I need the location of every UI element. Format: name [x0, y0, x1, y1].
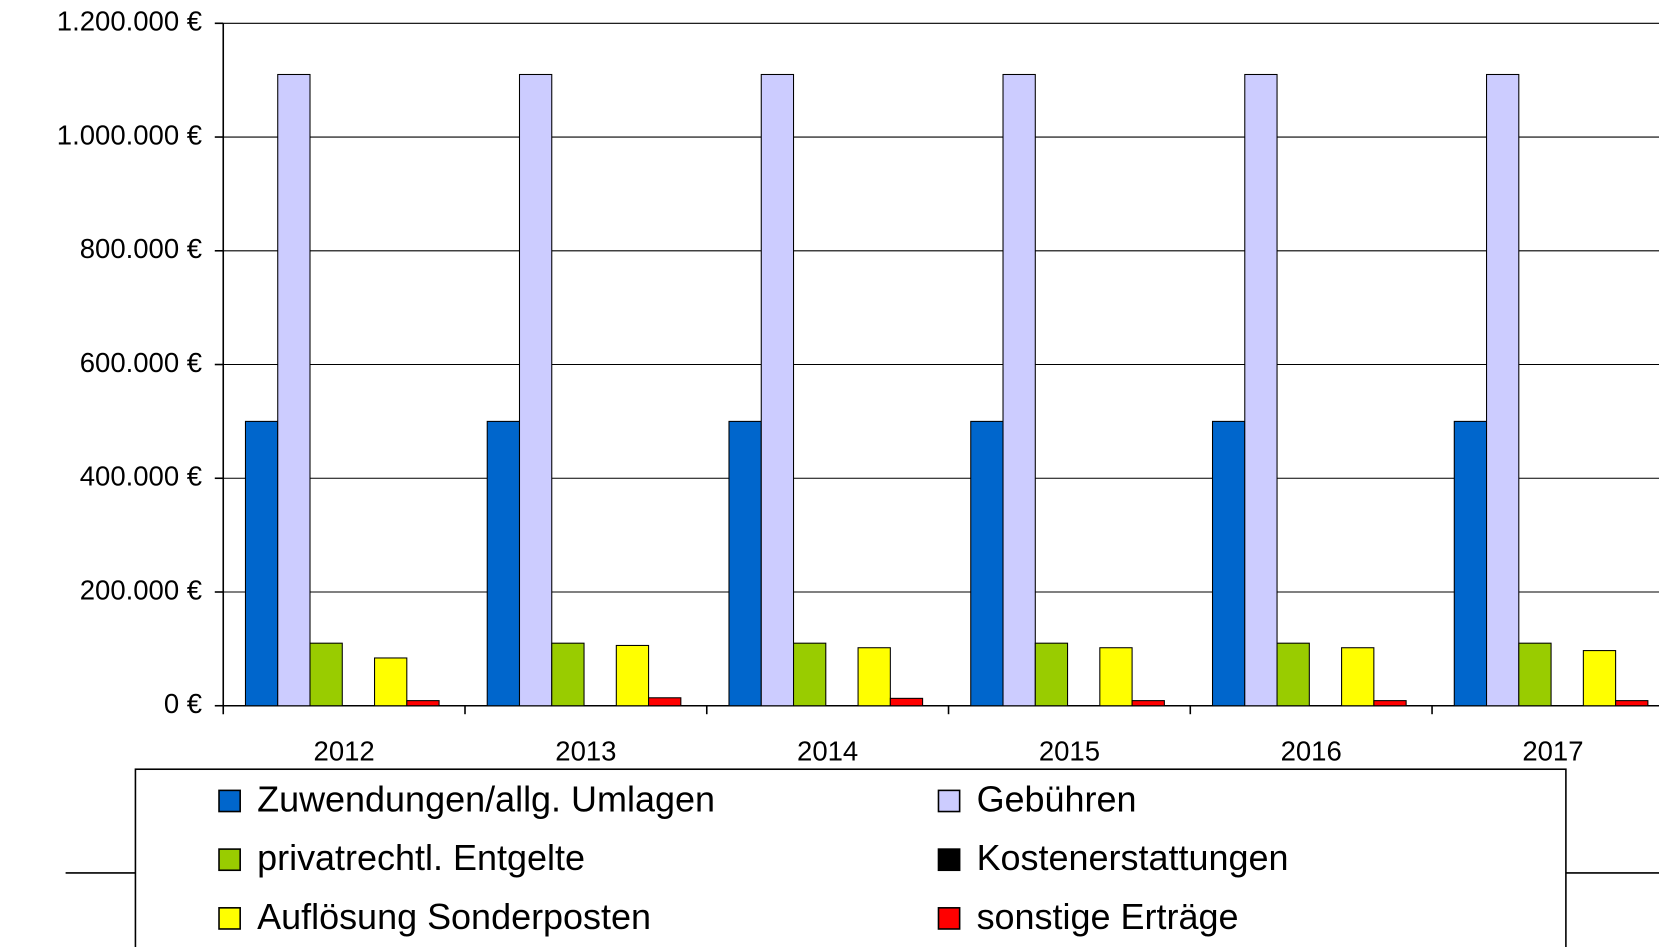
y-tick-label: 200.000 € — [80, 574, 202, 605]
bar — [551, 642, 585, 707]
bar — [1615, 700, 1649, 707]
legend-label: Kostenerstattungen — [977, 837, 1289, 878]
x-tick-label: 2012 — [314, 736, 375, 767]
legend-swatch — [218, 789, 241, 813]
bar — [1002, 73, 1036, 707]
bar — [792, 642, 827, 707]
bar — [1486, 73, 1520, 707]
y-tick-label: 1.000.000 € — [57, 119, 202, 150]
bar — [889, 697, 924, 707]
bar — [1373, 700, 1407, 707]
x-tick-label: 2016 — [1281, 736, 1342, 767]
bar — [648, 697, 682, 707]
legend-swatch — [218, 848, 241, 872]
bar — [244, 420, 279, 707]
bar — [518, 73, 553, 707]
legend-label: Gebühren — [977, 779, 1137, 820]
legend-swatch — [937, 907, 961, 930]
bar — [374, 657, 408, 707]
legend-swatch — [937, 848, 961, 872]
bar — [1518, 642, 1552, 707]
y-tick-label: 600.000 € — [80, 347, 202, 378]
bar — [1582, 650, 1617, 707]
bar — [486, 420, 521, 707]
legend-label: privatrechtl. Entgelte — [257, 837, 585, 878]
bar — [1034, 642, 1069, 707]
legend-label: sonstige Erträge — [977, 896, 1239, 937]
bar — [728, 420, 762, 707]
legend-swatch — [937, 789, 961, 813]
y-tick-label: 1.200.000 € — [57, 6, 202, 37]
legend-box — [134, 768, 1567, 947]
y-tick-label: 400.000 € — [80, 461, 202, 492]
legend-label: Auflösung Sonderposten — [257, 896, 651, 937]
bar — [1211, 420, 1246, 707]
bar — [309, 642, 343, 707]
bar — [760, 73, 795, 707]
x-tick-label: 2014 — [797, 736, 858, 767]
bar — [1244, 73, 1278, 707]
x-tick-label: 2013 — [555, 736, 616, 767]
bar — [1131, 700, 1165, 707]
bar — [1453, 420, 1488, 707]
bar — [277, 73, 311, 707]
x-tick-label: 2015 — [1039, 736, 1100, 767]
bar — [406, 700, 440, 707]
legend-swatch — [218, 907, 241, 930]
bar — [1341, 647, 1375, 707]
y-tick-label: 0 € — [164, 688, 202, 719]
y-tick-label: 800.000 € — [80, 233, 202, 264]
bar — [1276, 642, 1310, 707]
legend-label: Zuwendungen/allg. Umlagen — [257, 779, 715, 820]
bar — [1099, 647, 1133, 707]
bar — [970, 420, 1004, 707]
bar — [615, 644, 650, 707]
x-tick-label: 2017 — [1522, 736, 1583, 767]
bar — [857, 647, 891, 707]
